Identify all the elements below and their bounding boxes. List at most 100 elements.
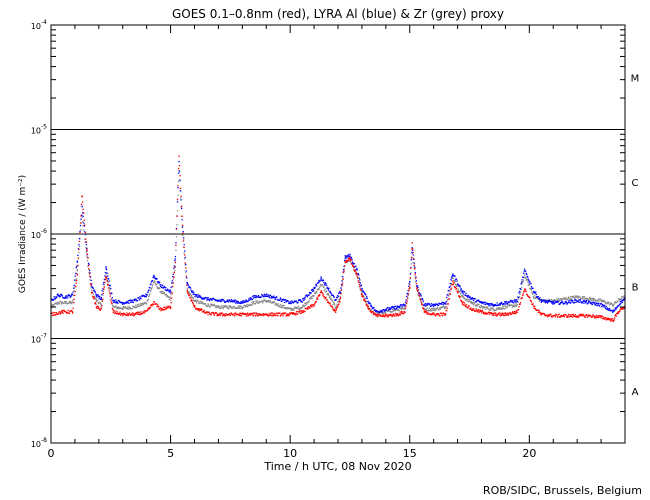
zr-data-point: [135, 304, 137, 307]
zr-data-point: [189, 293, 191, 295]
goes-data-point: [216, 313, 219, 315]
al-data-point: [64, 297, 66, 299]
al-data-point: [576, 299, 578, 302]
al-data-point: [545, 301, 548, 303]
goes-data-point: [100, 308, 102, 311]
goes-data-point: [115, 313, 118, 315]
goes-data-point: [517, 308, 520, 311]
zr-data-point: [136, 304, 139, 306]
al-data-point: [526, 275, 528, 278]
al-data-point: [236, 300, 238, 303]
zr-data-point: [271, 302, 273, 304]
zr-data-point: [437, 307, 439, 309]
al-data-point: [95, 295, 98, 297]
al-data-point: [255, 295, 258, 297]
goes-data-point: [86, 248, 88, 251]
goes-data-point: [369, 307, 371, 310]
zr-data-point: [231, 307, 234, 310]
al-data-point: [79, 224, 82, 227]
goes-data-point: [492, 313, 494, 315]
goes-data-point: [372, 311, 374, 313]
zr-data-point: [410, 263, 413, 265]
zr-data-point: [408, 289, 410, 291]
goes-data-point: [157, 305, 160, 307]
al-data-point: [336, 297, 338, 299]
zr-data-point: [309, 298, 311, 300]
al-data-point: [425, 303, 427, 305]
goes-data-point: [207, 314, 209, 316]
zr-data-point: [160, 292, 163, 294]
zr-data-point: [76, 269, 79, 271]
zr-data-point: [153, 281, 155, 283]
zr-data-point: [168, 298, 171, 300]
zr-data-point: [362, 295, 365, 297]
al-data-point: [60, 293, 63, 296]
al-data-point: [491, 303, 493, 305]
zr-data-point: [454, 280, 456, 283]
goes-data-point: [391, 315, 393, 317]
goes-data-point: [155, 303, 158, 305]
goes-data-point: [317, 295, 319, 297]
goes-data-point: [376, 313, 378, 315]
goes-data-point: [235, 314, 237, 316]
al-data-point: [583, 302, 585, 304]
zr-data-point: [404, 308, 406, 310]
goes-data-point: [213, 313, 215, 315]
goes-data-point: [494, 312, 497, 314]
al-data-point: [614, 309, 616, 311]
zr-data-point: [590, 297, 592, 300]
zr-data-point: [314, 292, 316, 295]
al-data-point: [603, 306, 605, 308]
al-data-point: [51, 298, 53, 301]
zr-data-point: [417, 293, 419, 295]
zr-data-point: [99, 302, 101, 304]
zr-data-point: [238, 307, 240, 309]
goes-data-point: [465, 306, 467, 308]
goes-data-point: [488, 313, 491, 316]
zr-data-point: [409, 278, 411, 280]
al-data-point: [327, 288, 329, 290]
goes-data-point: [208, 311, 210, 314]
al-data-point: [186, 277, 188, 279]
goes-data-point: [391, 315, 393, 318]
al-data-point: [513, 301, 515, 304]
goes-data-point: [60, 310, 63, 312]
goes-data-point: [518, 306, 520, 308]
zr-data-point: [387, 310, 390, 312]
zr-data-point: [191, 296, 194, 299]
zr-data-point: [68, 300, 71, 302]
goes-data-point: [296, 313, 299, 315]
zr-data-point: [233, 305, 235, 308]
al-data-point: [551, 301, 554, 303]
goes-data-point: [163, 309, 165, 311]
zr-data-point: [271, 301, 274, 303]
zr-data-point: [532, 296, 535, 298]
zr-data-point: [311, 297, 313, 300]
al-data-point: [586, 300, 588, 302]
al-data-point: [498, 303, 500, 306]
zr-data-point: [228, 305, 231, 307]
al-data-point: [520, 281, 523, 283]
al-data-point: [125, 301, 127, 303]
zr-data-point: [434, 308, 436, 310]
zr-data-point: [446, 300, 448, 302]
zr-data-point: [122, 306, 124, 308]
zr-data-point: [303, 304, 305, 307]
zr-data-point: [366, 302, 368, 305]
zr-data-point: [606, 302, 608, 304]
zr-data-point: [220, 307, 222, 309]
al-data-point: [512, 300, 514, 302]
al-data-point: [338, 292, 340, 294]
goes-data-point: [340, 293, 342, 295]
goes-data-point: [424, 312, 426, 314]
zr-data-point: [88, 271, 90, 274]
goes-data-point: [322, 293, 325, 295]
goes-data-point: [566, 315, 569, 317]
zr-data-point: [142, 302, 144, 304]
goes-data-point: [363, 298, 365, 300]
zr-data-point: [446, 303, 448, 305]
al-data-point: [449, 282, 452, 285]
goes-data-point: [185, 267, 187, 269]
zr-data-point: [155, 283, 158, 285]
zr-data-point: [588, 299, 590, 301]
